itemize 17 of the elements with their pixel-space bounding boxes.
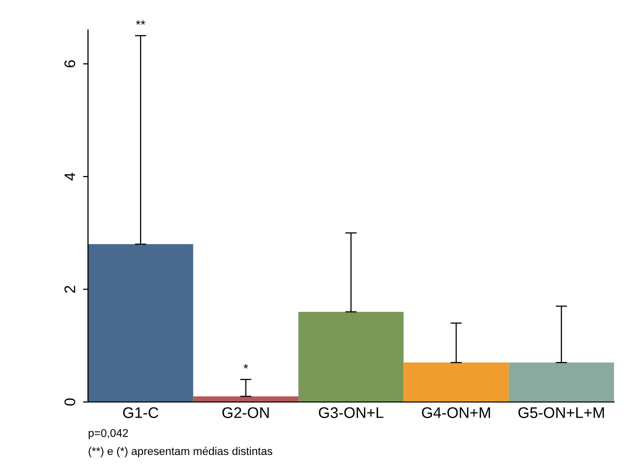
x-tick-label: G5-ON+L+M: [518, 407, 604, 418]
annotation: **: [136, 20, 146, 25]
annotation: *: [244, 364, 248, 368]
x-tick-label: G3-ON+L: [318, 407, 384, 418]
x-tick-label: G1-C: [123, 407, 158, 418]
x-tick-label: G2-ON: [222, 407, 269, 418]
y-tick-label: 6: [64, 60, 76, 68]
bar: [298, 312, 404, 402]
text: (**) e (*) apresentam médias distintas: [88, 446, 272, 458]
y-tick-label: 4: [64, 172, 76, 180]
text: p=0,042: [88, 429, 128, 440]
bar: [508, 362, 614, 402]
x-tick-label: G4-ON+M: [422, 407, 490, 418]
bar: [88, 244, 194, 402]
y-tick-label: 0: [64, 398, 76, 406]
y-tick-label: 2: [64, 286, 76, 293]
bar: [404, 362, 509, 402]
